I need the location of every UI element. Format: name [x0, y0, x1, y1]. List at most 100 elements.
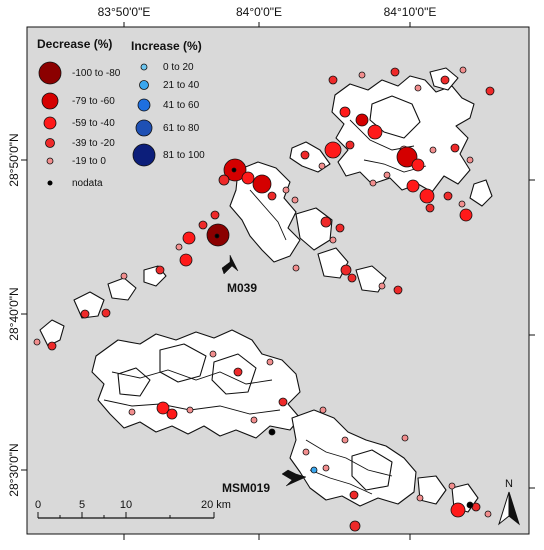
glacier-west-1: [39, 319, 65, 347]
scale-label-20: 20 km: [201, 499, 231, 511]
glacier-se-inner: [351, 449, 393, 491]
lake-marker: [128, 408, 136, 416]
lake-marker: [341, 436, 349, 444]
lake-marker: [367, 124, 383, 140]
scale-label-10: 10: [120, 499, 132, 511]
glacier-west-3: [107, 277, 137, 301]
lake-marker: [345, 140, 355, 150]
callout-m039: M039: [221, 254, 257, 295]
latitude-label-3: 28°30'0"N: [7, 443, 21, 496]
lake-marker: [396, 146, 418, 168]
lake-marker: [233, 367, 243, 377]
legend-nodata-label: nodata: [72, 178, 103, 189]
legend-decrease-label-4: -39 to -20: [72, 138, 115, 149]
latitude-label-2: 28°40'0"N: [7, 287, 21, 340]
scale-label-5: 5: [79, 499, 85, 511]
legend-decrease-symbol-3: [43, 116, 57, 130]
flow-line-7: [309, 469, 373, 495]
lake-marker: [378, 282, 386, 290]
lake-marker: [393, 285, 403, 295]
lake-marker: [443, 191, 453, 201]
lake-marker: [429, 146, 437, 154]
lake-marker: [406, 179, 420, 193]
arrow-icon: [221, 254, 239, 275]
lake-marker: [349, 490, 359, 500]
lake-marker: [320, 216, 332, 228]
lake-marker: [458, 200, 466, 208]
scale-label-0: 0: [35, 499, 41, 511]
lake-marker: [198, 220, 208, 230]
lake-marker: [328, 75, 338, 85]
lake-marker: [278, 397, 288, 407]
legend-increase-label-3: 41 to 60: [163, 100, 200, 111]
lake-marker: [291, 196, 299, 204]
lake-marker: [459, 66, 467, 74]
lake-marker: [329, 236, 337, 244]
lake-marker: [411, 158, 425, 172]
lake-marker: [335, 223, 345, 233]
lake-marker: [339, 106, 351, 118]
arrow-icon: [281, 469, 307, 487]
latitude-label-1: 28°50'0"N: [7, 133, 21, 186]
lake-marker: [459, 208, 473, 222]
glacier-internal-lines: [103, 119, 427, 495]
legend-decrease-label-1: -100 to -80: [72, 68, 121, 79]
lake-marker: [267, 191, 277, 201]
glacier-central-north: [229, 161, 301, 263]
lake-marker: [302, 448, 310, 456]
lake-marker: [250, 416, 258, 424]
lake-marker: [347, 273, 357, 283]
lake-marker: [218, 174, 230, 186]
lake-marker: [318, 162, 326, 170]
lake-marker: [292, 264, 300, 272]
legend-increase-symbol-4: [135, 119, 153, 137]
north-arrow-right-icon: [508, 491, 520, 526]
glacier-south-main: [91, 329, 301, 439]
lake-marker: [358, 71, 366, 79]
legend-decrease-label-5: -19 to 0: [72, 156, 106, 167]
lake-marker: [425, 203, 435, 213]
lake-marker: [484, 510, 492, 518]
lake-marker: [210, 210, 220, 220]
lake-marker: [155, 265, 165, 275]
callout-msm019: MSM019: [222, 469, 307, 495]
legend-increase-symbol-5: [132, 143, 156, 167]
nodata-marker: [231, 167, 237, 173]
legend-decrease-symbol-5: [46, 157, 54, 165]
lake-marker: [47, 341, 57, 351]
lake-marker: [186, 406, 194, 414]
lake-marker: [349, 520, 361, 532]
lake-marker: [355, 113, 369, 127]
lake-marker: [466, 156, 474, 164]
lake-marker: [166, 408, 178, 420]
lake-marker: [209, 350, 217, 358]
lake-marker: [182, 231, 196, 245]
legend-increase-label-1: 0 to 20: [163, 62, 194, 73]
north-arrow: N: [498, 478, 520, 526]
lake-marker: [401, 434, 409, 442]
lake-marker: [319, 406, 327, 414]
lake-marker: [414, 84, 422, 92]
lake-marker: [450, 143, 460, 153]
lake-marker: [120, 272, 128, 280]
lake-marker: [322, 464, 330, 472]
north-label: N: [505, 478, 513, 490]
lake-marker: [241, 171, 255, 185]
lake-marker: [266, 358, 274, 366]
legend-increase-label-5: 81 to 100: [163, 150, 205, 161]
legend-nodata-symbol: [47, 180, 53, 186]
flow-line-6: [305, 439, 393, 477]
legend-decrease-label-3: -59 to -40: [72, 118, 115, 129]
legend-increase-label-4: 61 to 80: [163, 123, 200, 134]
lake-marker: [80, 309, 90, 319]
nodata-marker: [214, 233, 220, 239]
legend-increase-symbol-1: [140, 63, 148, 71]
legend-decrease-symbol-1: [38, 61, 62, 85]
glacier-ne-inner: [369, 95, 421, 139]
longitude-label-1: 83°50'0"E: [98, 5, 151, 19]
lake-marker: [369, 179, 377, 187]
lake-marker: [282, 186, 290, 194]
legend: Decrease (%) Increase (%) -100 to -80 -7…: [37, 37, 205, 189]
legend-decrease-symbol-4: [45, 138, 55, 148]
